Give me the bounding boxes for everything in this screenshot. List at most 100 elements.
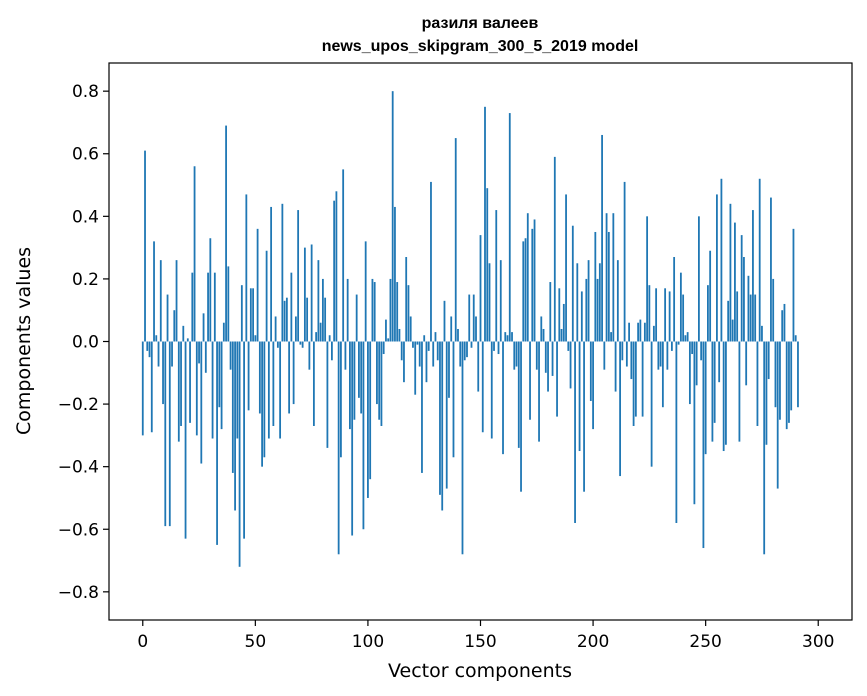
bar-273 xyxy=(756,341,759,426)
plot-frame xyxy=(108,62,853,621)
bar-141 xyxy=(459,341,462,367)
bar-178 xyxy=(542,328,545,342)
bar-198 xyxy=(587,260,590,342)
bar-257 xyxy=(720,178,723,342)
bar-191 xyxy=(571,225,574,342)
bar-208 xyxy=(610,332,612,342)
bar-223 xyxy=(643,322,646,342)
bar-244 xyxy=(691,341,694,355)
bar-250 xyxy=(704,341,707,455)
bar-22 xyxy=(191,272,194,342)
bar-38 xyxy=(227,266,230,342)
bar-37 xyxy=(225,125,227,342)
y-tick-label: −0.6 xyxy=(58,520,99,540)
bar-99 xyxy=(364,241,367,342)
bar-147 xyxy=(472,294,475,342)
bar-218 xyxy=(632,341,635,426)
bar-27 xyxy=(202,313,205,342)
x-axis-label: Vector components xyxy=(388,660,572,682)
bar-130 xyxy=(434,332,437,342)
bar-164 xyxy=(511,332,513,342)
bar-70 xyxy=(299,341,302,345)
bar-166 xyxy=(515,341,518,367)
bar-104 xyxy=(376,341,378,405)
bar-124 xyxy=(421,341,423,473)
bar-239 xyxy=(679,272,682,342)
bar-73 xyxy=(306,297,309,342)
bar-106 xyxy=(380,341,383,426)
bar-282 xyxy=(776,341,779,489)
bar-181 xyxy=(549,282,552,342)
bar-110 xyxy=(389,278,392,342)
y-tick-label: 0.4 xyxy=(72,207,99,227)
bar-150 xyxy=(479,235,482,342)
bar-136 xyxy=(448,341,450,398)
chart-title: разиля валеев xyxy=(422,15,539,32)
bar-256 xyxy=(718,341,721,383)
bar-81 xyxy=(324,297,327,342)
bar-89 xyxy=(342,169,345,342)
bar-112 xyxy=(394,206,396,342)
bar-188 xyxy=(565,194,567,342)
bar-98 xyxy=(362,341,365,530)
bar-113 xyxy=(396,282,399,342)
bar-206 xyxy=(605,213,608,342)
bar-137 xyxy=(450,316,453,342)
bar-213 xyxy=(621,341,624,361)
bar-62 xyxy=(281,203,284,342)
bar-55 xyxy=(265,250,268,342)
bar-76 xyxy=(312,341,315,426)
bar-53 xyxy=(261,341,263,467)
bar-219 xyxy=(634,341,637,417)
bar-268 xyxy=(745,341,748,386)
x-tick-label: 150 xyxy=(464,632,496,652)
bar-153 xyxy=(486,188,489,342)
bar-131 xyxy=(436,341,439,361)
bar-25 xyxy=(198,341,200,364)
bar-217 xyxy=(630,341,633,380)
bar-274 xyxy=(758,178,761,342)
bar-151 xyxy=(481,341,484,433)
bar-28 xyxy=(204,341,207,373)
bar-145 xyxy=(468,294,471,342)
bar-201 xyxy=(594,231,597,342)
bar-12 xyxy=(168,341,171,527)
bar-7 xyxy=(157,341,160,367)
bar-280 xyxy=(772,278,775,342)
x-tick-label: 250 xyxy=(689,632,721,652)
bar-190 xyxy=(569,341,572,389)
bar-127 xyxy=(427,341,430,351)
bar-143 xyxy=(463,341,466,361)
bar-97 xyxy=(360,341,363,414)
y-axis-ticks: −0.8 −0.6 −0.4 −0.2 0.0 0.2 0.4 0.6 0.8 xyxy=(58,82,109,603)
bar-252 xyxy=(709,250,712,342)
bar-159 xyxy=(499,260,502,342)
bar-237 xyxy=(675,341,678,523)
bar-47 xyxy=(247,341,250,411)
bar-72 xyxy=(303,247,306,342)
bar-1 xyxy=(144,150,146,342)
bar-91 xyxy=(346,278,349,342)
bar-197 xyxy=(585,278,588,342)
bar-238 xyxy=(677,341,680,345)
bar-228 xyxy=(655,288,658,342)
bar-193 xyxy=(576,263,579,342)
bar-86 xyxy=(335,191,338,342)
bar-61 xyxy=(279,341,282,439)
bar-90 xyxy=(344,341,347,370)
bar-125 xyxy=(423,335,426,342)
bar-184 xyxy=(556,341,558,417)
bar-255 xyxy=(716,194,718,342)
bar-120 xyxy=(412,341,414,348)
bar-234 xyxy=(668,291,671,342)
bar-264 xyxy=(736,291,739,342)
bar-236 xyxy=(673,257,676,342)
bar-48 xyxy=(249,288,252,342)
bar-168 xyxy=(520,341,522,492)
bar-4 xyxy=(150,341,153,433)
bar-222 xyxy=(641,341,644,417)
bar-288 xyxy=(790,341,793,411)
bar-111 xyxy=(391,91,394,342)
bar-263 xyxy=(734,222,736,342)
x-tick-label: 300 xyxy=(802,632,834,652)
